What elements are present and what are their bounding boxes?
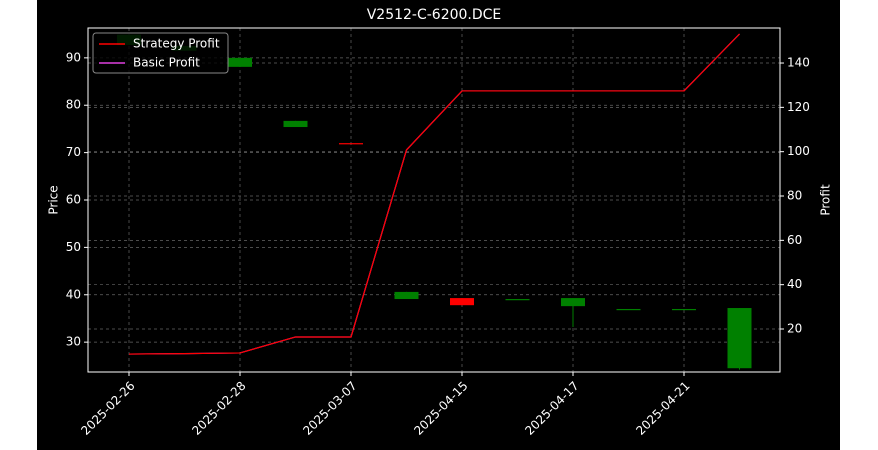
y-tick-label: 30 (66, 335, 81, 349)
legend-label: Strategy Profit (133, 37, 220, 51)
y-tick-label: 50 (66, 240, 81, 254)
candle-body (727, 308, 752, 369)
y2-tick-label: 40 (787, 277, 802, 291)
candle-body (283, 120, 308, 128)
candle-body (394, 291, 419, 300)
legend-label: Basic Profit (133, 56, 200, 70)
y2-tick-label: 80 (787, 189, 802, 203)
plot-frame (87, 27, 781, 373)
y2-tick-label: 60 (787, 233, 802, 247)
chart-title: V2512-C-6200.DCE (367, 7, 502, 23)
profit-line (128, 33, 740, 355)
y2-tick-label: 140 (787, 56, 810, 70)
y-tick-label: 90 (66, 50, 81, 64)
y2-tick-label: 120 (787, 100, 810, 114)
y-tick-label: 70 (66, 145, 81, 159)
candle-body (616, 308, 641, 311)
candle-body (672, 308, 696, 311)
candle-body (450, 298, 474, 306)
figure-background (37, 0, 840, 450)
candle-body (339, 143, 363, 145)
candle-body (561, 298, 585, 307)
y2-axis-label: Profit (819, 184, 833, 216)
y-tick-label: 60 (66, 193, 81, 207)
candle-body (505, 299, 530, 301)
y-tick-label: 80 (66, 98, 81, 112)
candle-body (228, 57, 252, 67)
y2-tick-label: 100 (787, 144, 810, 158)
y-axis-label: Price (47, 185, 61, 214)
legend-box (92, 32, 229, 74)
y2-tick-label: 20 (787, 322, 802, 336)
y-tick-label: 40 (66, 287, 81, 301)
